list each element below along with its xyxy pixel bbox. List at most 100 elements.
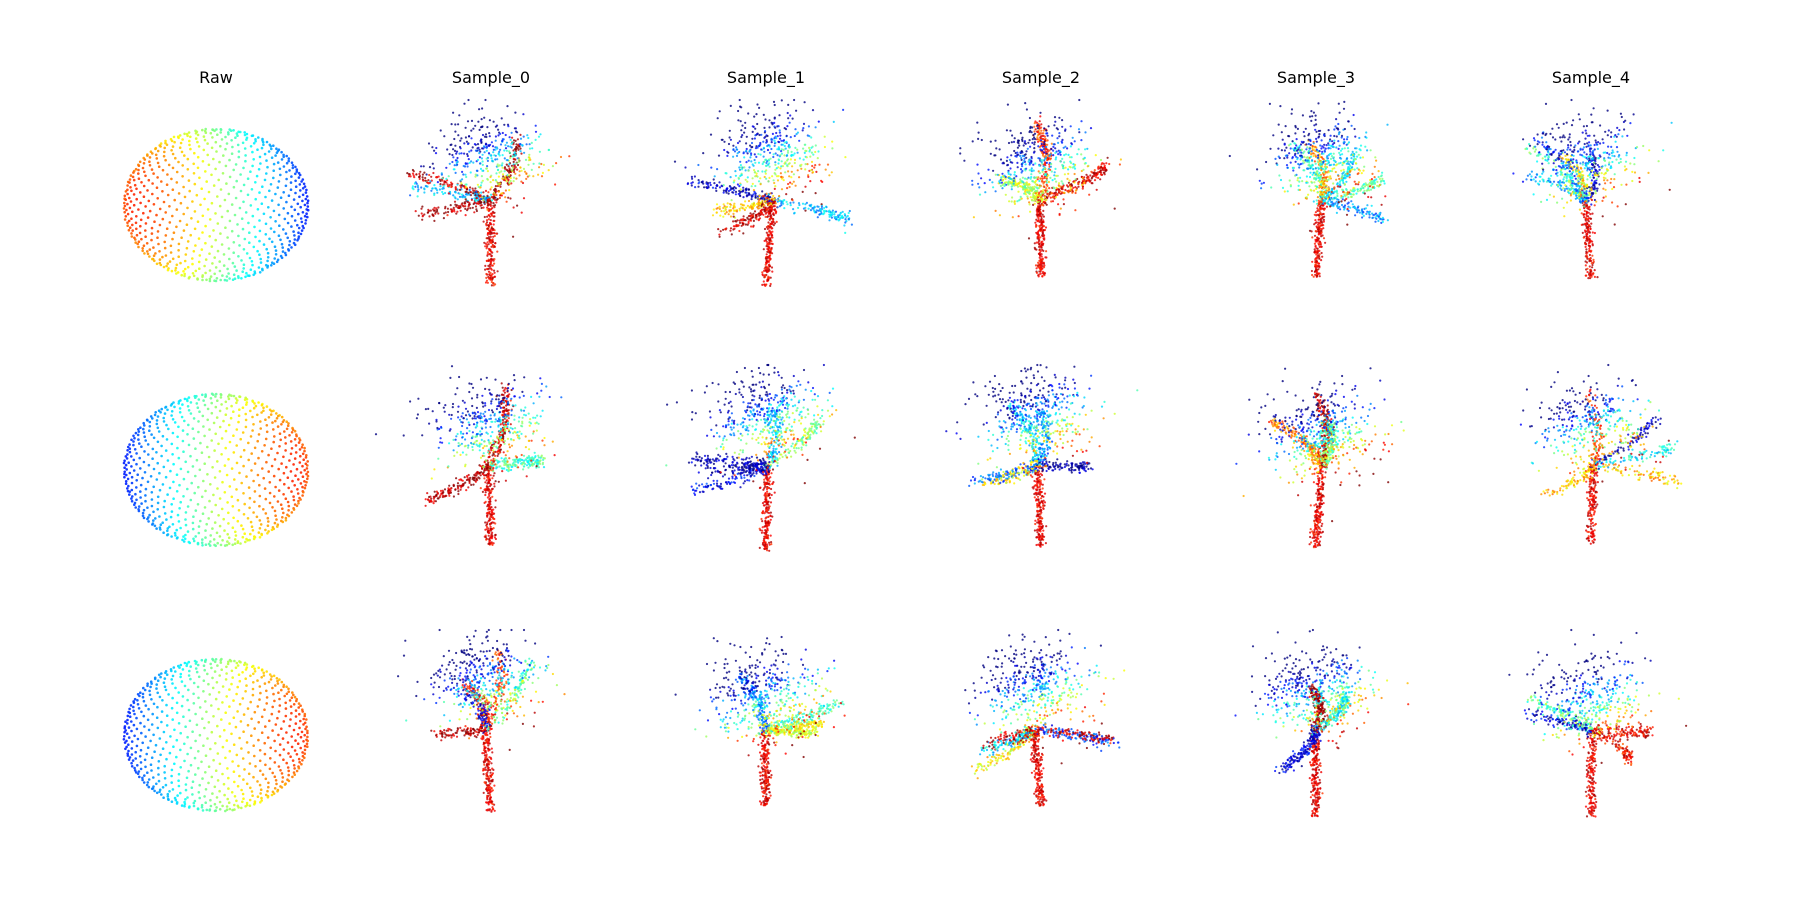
tree-point bbox=[730, 187, 733, 190]
tree-point bbox=[793, 161, 796, 165]
tree-point bbox=[766, 148, 770, 152]
tree-point bbox=[802, 147, 805, 150]
tree-point bbox=[1317, 204, 1320, 207]
tree-point bbox=[768, 209, 771, 212]
tree-point bbox=[1319, 227, 1322, 230]
sphere-point bbox=[305, 188, 308, 192]
tree-point bbox=[503, 157, 506, 160]
tree-point bbox=[464, 136, 467, 139]
sphere-point bbox=[298, 183, 302, 186]
tree-point bbox=[780, 143, 783, 146]
tree-point bbox=[749, 156, 752, 159]
tree-point bbox=[525, 177, 528, 180]
tree-point bbox=[772, 153, 775, 156]
sphere-point bbox=[286, 236, 290, 240]
sphere-point bbox=[188, 143, 191, 147]
tree-point bbox=[441, 190, 444, 194]
tree-point bbox=[1030, 176, 1033, 179]
tree-point bbox=[763, 150, 766, 153]
tree-point bbox=[1064, 145, 1067, 148]
tree-point bbox=[1095, 188, 1098, 191]
tree-point bbox=[1354, 147, 1357, 150]
sphere-point bbox=[305, 212, 308, 215]
tree-point bbox=[451, 153, 454, 157]
tree-point bbox=[830, 216, 834, 219]
tree-point bbox=[528, 153, 531, 156]
tree-point bbox=[673, 160, 677, 163]
tree-point bbox=[1047, 174, 1050, 177]
sphere-point bbox=[252, 142, 256, 145]
tree-point bbox=[824, 209, 827, 212]
tree-point bbox=[725, 172, 728, 175]
tree-point bbox=[483, 241, 486, 244]
tree-point bbox=[814, 144, 817, 147]
tree-point bbox=[490, 227, 493, 230]
tree-point bbox=[473, 189, 476, 192]
tree-point bbox=[1321, 234, 1324, 237]
tree-point bbox=[1317, 199, 1320, 202]
tree-point bbox=[1035, 176, 1038, 179]
tree-point bbox=[454, 159, 457, 162]
sphere-point bbox=[258, 229, 262, 233]
tree-point bbox=[1314, 221, 1317, 225]
tree-point bbox=[485, 247, 488, 250]
sphere-point bbox=[265, 159, 268, 162]
sphere-point bbox=[206, 208, 210, 211]
tree-point bbox=[1071, 191, 1074, 194]
tree-point bbox=[734, 193, 738, 196]
tree-point bbox=[777, 175, 780, 178]
tree-point bbox=[1045, 145, 1048, 149]
tree-point bbox=[1038, 256, 1041, 259]
tree-point bbox=[1042, 225, 1046, 228]
tree-point bbox=[1041, 180, 1044, 183]
tree-point bbox=[834, 210, 838, 213]
sphere-point bbox=[177, 255, 180, 258]
tree-point bbox=[504, 175, 507, 178]
tree-point bbox=[788, 121, 791, 124]
tree-point bbox=[1037, 261, 1040, 264]
tree-point bbox=[757, 219, 760, 222]
tree-point bbox=[508, 136, 511, 139]
sphere-point bbox=[269, 145, 273, 148]
tree-point bbox=[521, 181, 525, 185]
tree-point bbox=[741, 134, 744, 137]
tree-point bbox=[478, 128, 481, 131]
sphere-point bbox=[127, 219, 131, 223]
tree-point bbox=[464, 198, 467, 201]
sphere-point bbox=[166, 193, 170, 197]
sphere-point bbox=[163, 240, 166, 244]
tree-point bbox=[1042, 198, 1045, 201]
tree-point bbox=[443, 212, 446, 215]
tree-point bbox=[1283, 190, 1286, 193]
tree-point bbox=[1330, 203, 1333, 206]
tree-point bbox=[750, 207, 754, 210]
tree-point bbox=[490, 284, 493, 287]
tree-point bbox=[1381, 220, 1384, 223]
tree-point bbox=[1005, 129, 1009, 132]
sphere-point bbox=[234, 196, 238, 200]
sphere-point bbox=[241, 227, 245, 231]
tree-point bbox=[807, 175, 810, 178]
tree-point bbox=[753, 153, 756, 156]
tree-point bbox=[994, 173, 997, 176]
tree-point bbox=[971, 140, 974, 143]
sphere-point bbox=[139, 191, 142, 194]
sphere-point bbox=[179, 201, 183, 205]
tree-point bbox=[765, 177, 768, 180]
tree-point bbox=[711, 214, 715, 217]
tree-point bbox=[757, 170, 760, 173]
tree-point bbox=[727, 142, 731, 146]
tree-point bbox=[547, 169, 550, 172]
tree-point bbox=[430, 189, 433, 192]
tree-point bbox=[783, 207, 786, 210]
tree-point bbox=[489, 188, 492, 191]
tree-point bbox=[417, 214, 420, 217]
tree-point bbox=[786, 111, 789, 115]
sphere-point bbox=[279, 196, 283, 199]
tree-point bbox=[476, 143, 480, 146]
sphere-point bbox=[222, 253, 226, 256]
sphere-point bbox=[132, 203, 136, 207]
tree-point bbox=[786, 165, 789, 168]
tree-point bbox=[453, 200, 457, 203]
tree-point bbox=[739, 164, 743, 167]
